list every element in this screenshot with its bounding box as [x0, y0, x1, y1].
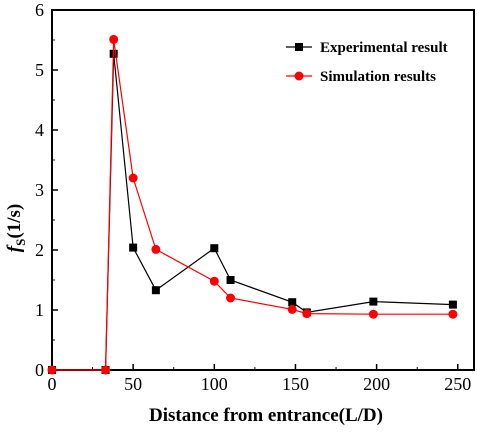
data-point: [210, 244, 219, 253]
y-axis-label: fS(1/s): [4, 204, 28, 252]
legend-label: Simulation results: [320, 69, 436, 85]
y-axis-label-main: f: [4, 244, 25, 252]
data-point: [369, 297, 378, 306]
x-axis-label: Distance from entrance(L/D): [149, 405, 383, 426]
data-point: [209, 276, 219, 286]
data-point: [226, 293, 236, 303]
y-tick-label: 2: [35, 240, 44, 260]
x-tick-label: 200: [363, 374, 390, 394]
y-tick-label: 1: [35, 300, 44, 320]
axis-ticks: 0 50 100 150 200 250 0 1 2 3 4 5 6: [35, 0, 471, 394]
y-tick-label: 6: [35, 0, 44, 20]
data-point: [128, 173, 138, 183]
series-line: [52, 39, 453, 371]
y-tick-label: 4: [35, 120, 44, 140]
legend-marker: [294, 71, 304, 81]
data-point: [288, 298, 297, 307]
data-point: [151, 286, 160, 295]
data-point: [226, 276, 235, 284]
legend-label: Experimental result: [320, 40, 448, 56]
x-tick-label: 250: [444, 374, 471, 394]
y-axis-label-sub: S: [13, 239, 28, 246]
legend-marker: [295, 43, 303, 51]
x-tick-label: 100: [201, 374, 228, 394]
data-point: [448, 300, 457, 309]
x-tick-label: 150: [282, 374, 309, 394]
data-point: [302, 309, 312, 319]
x-tick-label: 50: [124, 374, 142, 394]
y-tick-label: 0: [35, 360, 44, 380]
y-tick-label: 5: [35, 60, 44, 80]
y-tick-label: 3: [35, 180, 44, 200]
svg-text:fS(1/s): fS(1/s): [4, 204, 28, 252]
y-axis-label-unit: (1/s): [4, 204, 25, 239]
series-layer: [47, 34, 458, 375]
series-2: [47, 34, 458, 375]
x-tick-label: 0: [48, 374, 57, 394]
data-point: [287, 304, 297, 314]
data-point: [109, 34, 119, 44]
data-point: [101, 365, 111, 375]
data-point: [448, 309, 458, 319]
data-point: [47, 365, 57, 375]
data-point: [368, 309, 378, 319]
legend: Experimental result Simulation results: [286, 40, 448, 85]
legend-item: Experimental result: [286, 40, 448, 56]
data-point: [129, 243, 138, 252]
legend-item: Simulation results: [286, 69, 436, 85]
data-point: [151, 244, 161, 254]
